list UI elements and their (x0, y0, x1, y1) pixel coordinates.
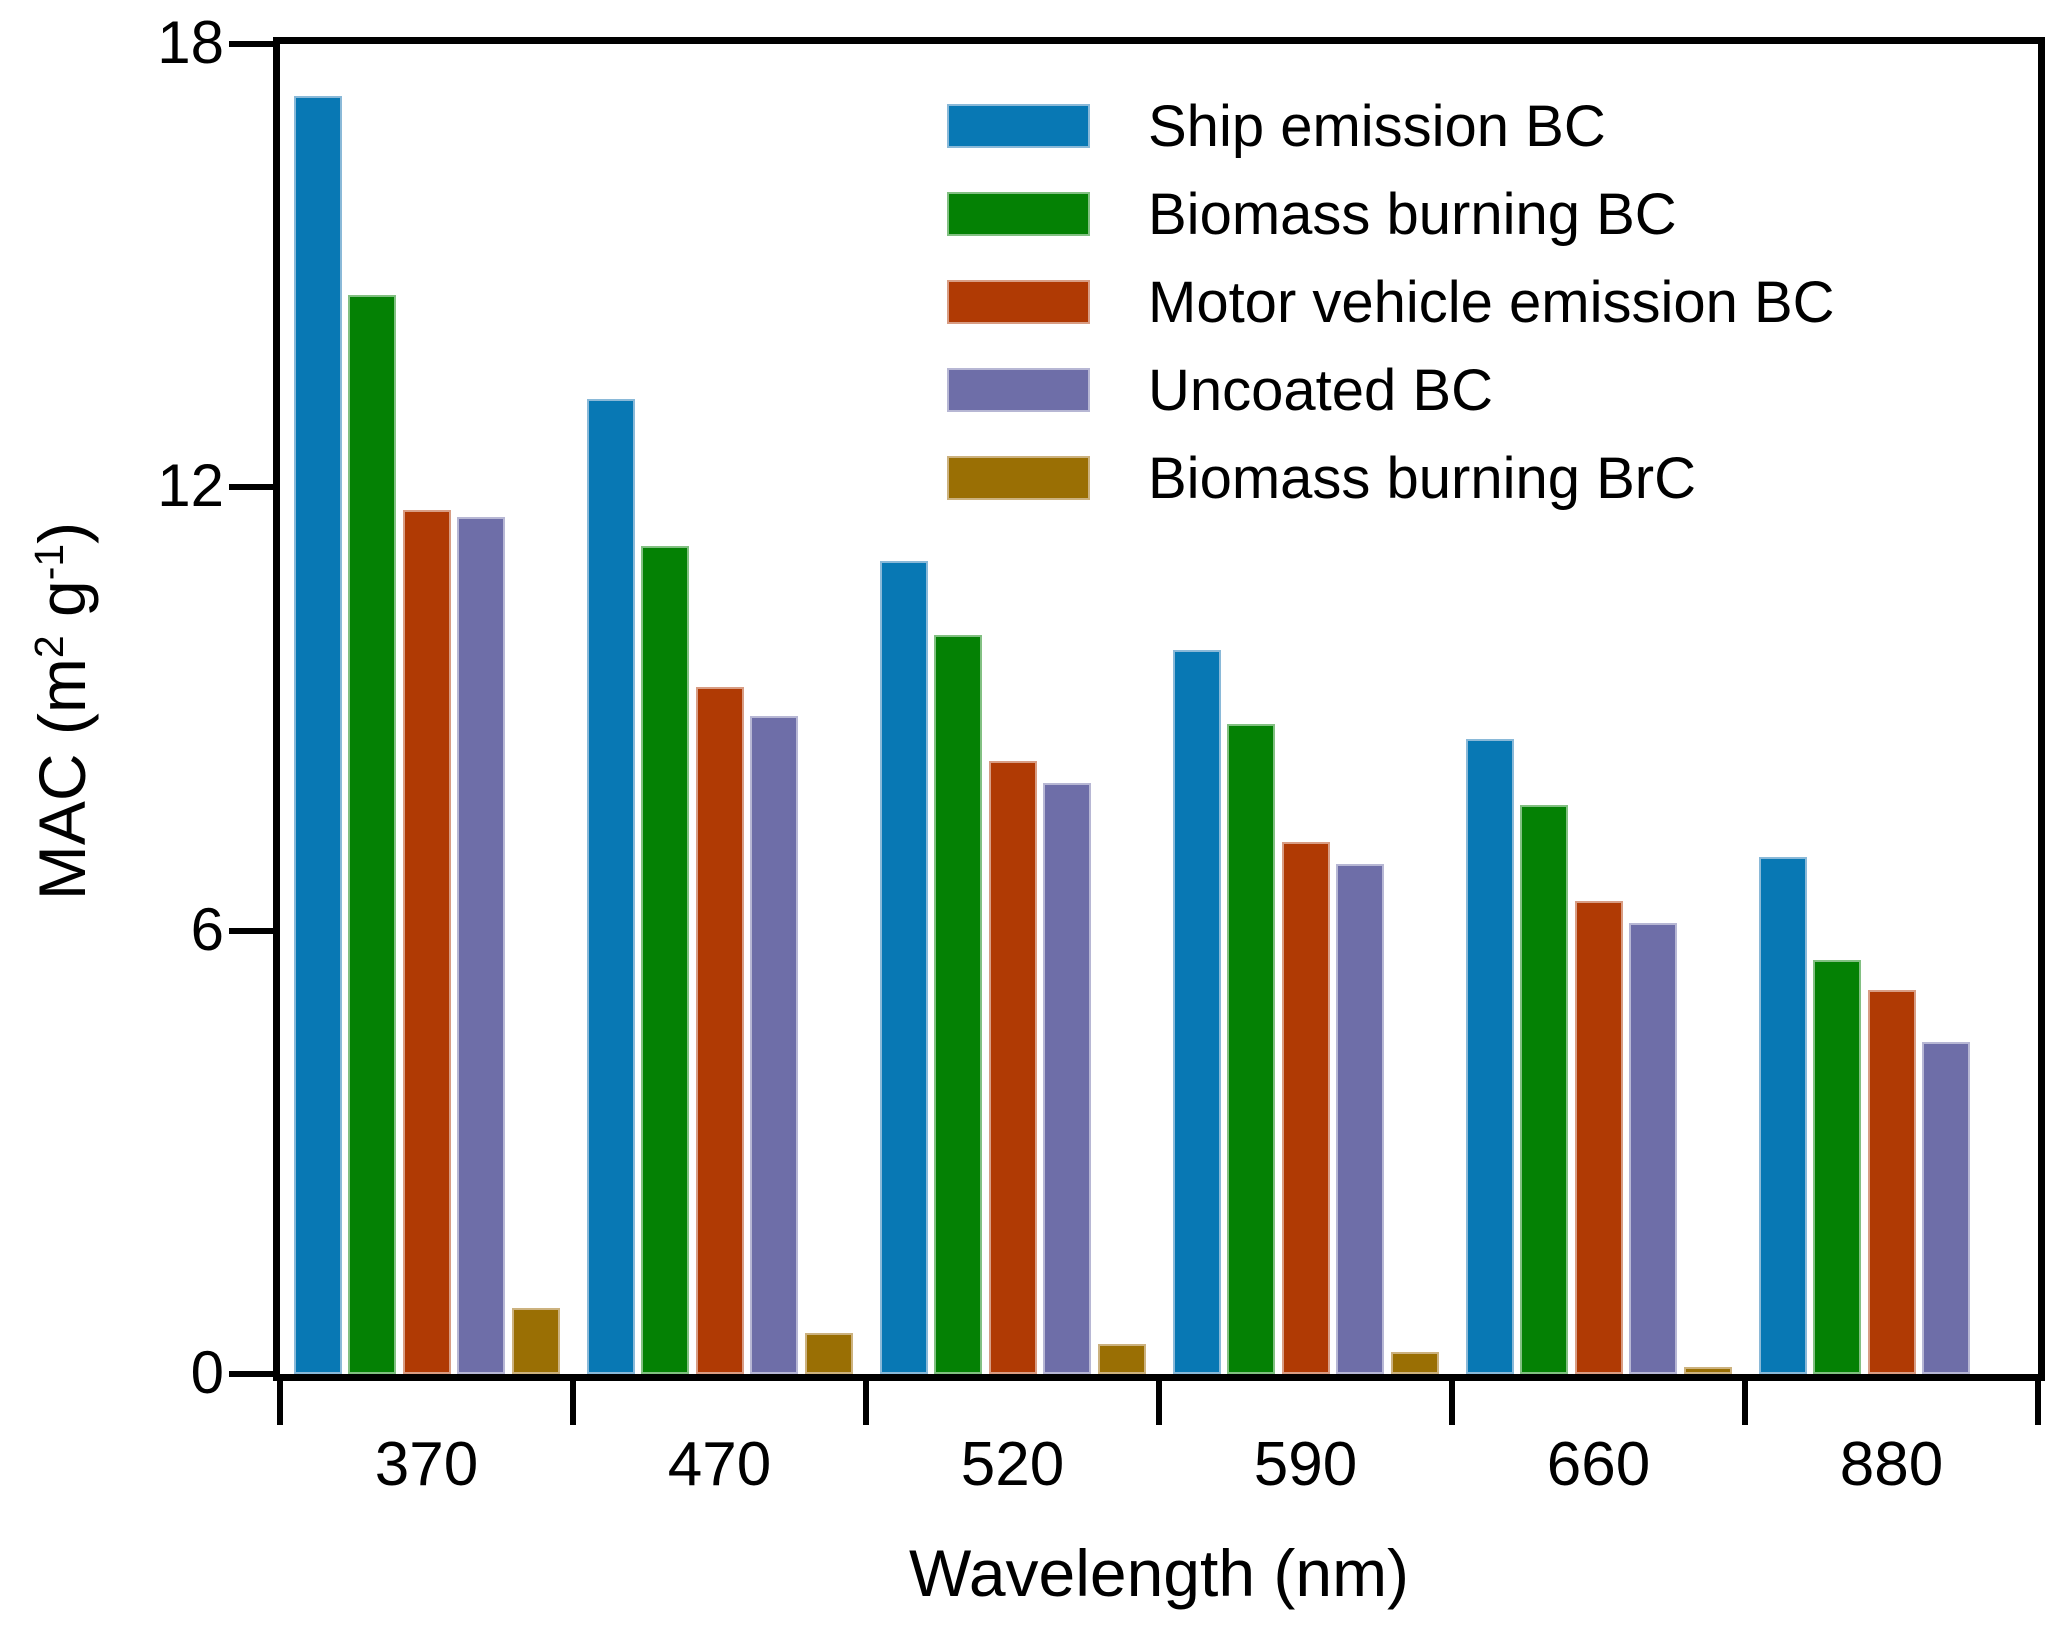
legend-row-motor-vehicle-emission-bc: Motor vehicle emission BC (947, 258, 1835, 346)
y-tick-12 (229, 484, 273, 491)
x-tick-label-880: 880 (1839, 1430, 1944, 1499)
legend-row-biomass-burning-bc: Biomass burning BC (947, 170, 1835, 258)
bar-uncoated-bc-470 (750, 716, 798, 1374)
bar-ship-emission-bc-370 (293, 95, 342, 1374)
bar-uncoated-bc-370 (457, 516, 505, 1374)
y-tick-label-0: 0 (190, 1339, 224, 1406)
y-axis-title-sup-squared: 2 (25, 635, 72, 659)
legend-label-uncoated-bc: Uncoated BC (1148, 357, 1493, 423)
bar-motor-vehicle-emission-bc-660 (1574, 901, 1623, 1374)
bar-ship-emission-bc-470 (586, 398, 635, 1374)
bar-biomass-burning-brc-470 (804, 1333, 853, 1374)
bar-biomass-burning-bc-590 (1227, 723, 1275, 1374)
bar-motor-vehicle-emission-bc-590 (1281, 842, 1330, 1374)
bar-uncoated-bc-660 (1629, 923, 1677, 1374)
y-tick-0 (229, 1371, 273, 1377)
x-tick-label-660: 660 (1546, 1430, 1651, 1499)
x-tick-1 (570, 1381, 576, 1425)
y-axis-title-mid: g (25, 580, 99, 636)
x-tick-6 (2035, 1381, 2041, 1425)
x-tick-label-520: 520 (960, 1430, 1065, 1499)
y-tick-18 (229, 41, 273, 47)
legend-swatch-biomass-burning-bc (947, 192, 1090, 236)
bar-motor-vehicle-emission-bc-370 (402, 509, 451, 1374)
bar-biomass-burning-bc-370 (348, 295, 396, 1374)
bar-ship-emission-bc-660 (1465, 738, 1514, 1374)
legend-label-motor-vehicle-emission-bc: Motor vehicle emission BC (1148, 269, 1835, 335)
bar-biomass-burning-bc-520 (934, 635, 982, 1374)
legend-swatch-uncoated-bc (947, 368, 1090, 412)
x-axis-title: Wavelength (nm) (908, 1536, 1410, 1610)
legend-swatch-ship-emission-bc (947, 104, 1090, 148)
x-tick-0 (277, 1381, 283, 1425)
bar-biomass-burning-brc-520 (1097, 1344, 1146, 1374)
y-tick-label-6: 6 (190, 895, 224, 963)
bar-biomass-burning-bc-470 (641, 546, 689, 1374)
y-axis-title-pre: MAC (m (25, 658, 99, 901)
x-tick-5 (1742, 1381, 1748, 1425)
legend-row-uncoated-bc: Uncoated BC (947, 346, 1835, 434)
bar-uncoated-bc-590 (1336, 864, 1384, 1374)
bar-biomass-burning-brc-370 (511, 1307, 560, 1374)
legend-label-biomass-burning-brc: Biomass burning BrC (1148, 445, 1696, 511)
y-tick-label-12: 12 (157, 452, 224, 520)
y-axis-title: MAC (m2 g-1) (24, 522, 100, 900)
bar-biomass-burning-bc-880 (1813, 960, 1861, 1374)
bar-uncoated-bc-880 (1922, 1041, 1970, 1374)
legend: Ship emission BC Biomass burning BC Motor … (947, 82, 1835, 522)
bar-biomass-burning-bc-660 (1520, 805, 1568, 1374)
bar-ship-emission-bc-880 (1758, 856, 1807, 1374)
legend-row-ship-emission-bc: Ship emission BC (947, 82, 1835, 170)
y-tick-6 (229, 927, 273, 934)
x-tick-3 (1156, 1381, 1162, 1425)
x-tick-4 (1449, 1381, 1455, 1425)
bar-uncoated-bc-520 (1043, 782, 1091, 1374)
x-tick-label-470: 470 (667, 1430, 772, 1499)
y-tick-label-18: 18 (157, 9, 224, 76)
x-tick-label-590: 590 (1253, 1430, 1358, 1499)
y-axis-title-sup-inverse: -1 (25, 543, 72, 581)
bar-biomass-burning-brc-590 (1390, 1351, 1439, 1374)
legend-label-ship-emission-bc: Ship emission BC (1148, 93, 1606, 159)
legend-swatch-motor-vehicle-emission-bc (947, 280, 1090, 324)
x-tick-label-370: 370 (374, 1430, 479, 1499)
y-axis-title-post: ) (25, 521, 99, 544)
x-tick-2 (863, 1381, 869, 1425)
bar-biomass-burning-brc-660 (1683, 1366, 1732, 1374)
bar-ship-emission-bc-520 (879, 561, 928, 1374)
plot-frame (273, 37, 2045, 1381)
bar-motor-vehicle-emission-bc-520 (988, 760, 1037, 1374)
legend-label-biomass-burning-bc: Biomass burning BC (1148, 181, 1677, 247)
legend-swatch-biomass-burning-brc (947, 456, 1090, 500)
legend-row-biomass-burning-brc: Biomass burning BrC (947, 434, 1835, 522)
bar-motor-vehicle-emission-bc-470 (695, 686, 744, 1374)
bar-motor-vehicle-emission-bc-880 (1867, 989, 1916, 1374)
bar-ship-emission-bc-590 (1172, 649, 1221, 1374)
